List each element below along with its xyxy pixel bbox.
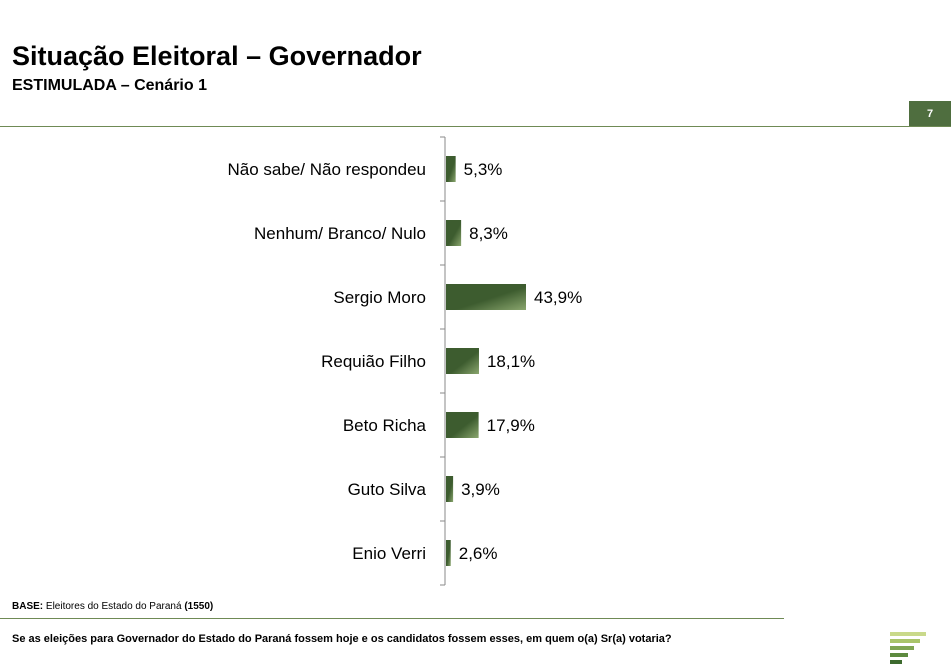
category-label: Nenhum/ Branco/ Nulo xyxy=(254,224,426,243)
bar xyxy=(446,540,451,566)
category-label: Guto Silva xyxy=(348,480,427,499)
data-label: 43,9% xyxy=(534,288,582,307)
category-label: Requião Filho xyxy=(321,352,426,371)
data-label: 8,3% xyxy=(469,224,508,243)
data-label: 2,6% xyxy=(459,544,498,563)
bar xyxy=(446,412,479,438)
page-subtitle: ESTIMULADA – Cenário 1 xyxy=(12,77,207,94)
bar xyxy=(446,156,456,182)
survey-question: Se as eleições para Governador do Estado… xyxy=(12,633,672,645)
data-label: 18,1% xyxy=(487,352,535,371)
bar xyxy=(446,476,454,502)
bar-chart: Não sabe/ Não respondeu 5,3% Nenhum/ Branc… xyxy=(228,136,582,586)
page-number-badge: 7 xyxy=(909,101,951,127)
base-label: BASE: xyxy=(12,601,44,612)
bar xyxy=(446,348,479,374)
base-text: Eleitores do Estado do Paraná xyxy=(45,601,182,612)
page-title: Situação Eleitoral – Governador xyxy=(12,41,422,71)
category-label: Não sabe/ Não respondeu xyxy=(228,160,426,179)
data-label: 17,9% xyxy=(487,416,535,435)
bar xyxy=(446,220,462,246)
brand-logo-icon xyxy=(890,632,926,664)
category-label: Beto Richa xyxy=(343,416,427,435)
base-count: (1550) xyxy=(184,601,214,612)
footer-divider xyxy=(0,618,784,619)
category-label: Sergio Moro xyxy=(333,288,426,307)
base-note: BASE: Eleitores do Estado do Paraná (155… xyxy=(12,601,213,613)
bar xyxy=(446,284,526,310)
data-label: 3,9% xyxy=(461,480,500,499)
category-label: Enio Verri xyxy=(352,544,426,563)
data-label: 5,3% xyxy=(464,160,503,179)
header-divider xyxy=(0,126,951,127)
